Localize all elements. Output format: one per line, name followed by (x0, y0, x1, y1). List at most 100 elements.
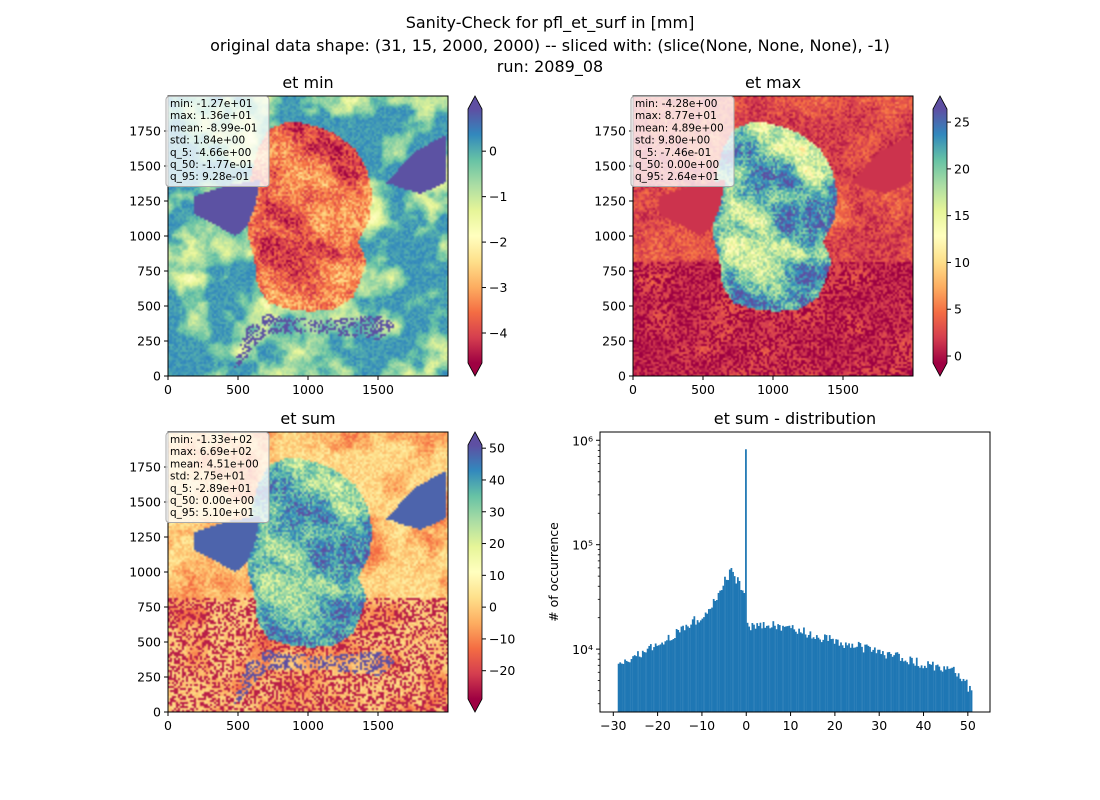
histogram-bar (778, 625, 781, 712)
histogram-bar (624, 659, 626, 712)
histogram-bar (775, 629, 778, 712)
histogram-bar (956, 676, 958, 712)
histogram-bar (798, 628, 800, 712)
colorbar-outline (467, 95, 483, 377)
histogram-bar (803, 627, 805, 712)
histogram-bar (622, 663, 625, 712)
histogram-bar (672, 639, 675, 712)
colorbar-tick-label: −20 (489, 663, 515, 678)
histogram-bar (777, 624, 780, 712)
histogram-bar (841, 645, 844, 712)
y-tick-label: 1250 (594, 194, 626, 209)
colorbar-gradient (468, 445, 482, 699)
histogram-bar (902, 661, 905, 712)
x-tick-label: 50 (960, 718, 976, 733)
histogram-bar (707, 609, 710, 712)
histogram-bar (772, 621, 775, 712)
histogram-bar (854, 647, 857, 712)
colorbar: −20 −10 0 10 20 30 40 50 (467, 431, 515, 713)
y-tick-label: 10⁵ (572, 538, 593, 553)
histogram-bar (627, 661, 630, 712)
stats-line: std: 2.75e+01 (170, 471, 245, 483)
heatmap-panel-et-min: et min 0 500 1000 1500 0 250 500 750 1000 1250 1500… (129, 73, 507, 397)
histogram-bar (880, 654, 883, 712)
x-tick-label: 500 (226, 718, 250, 733)
histogram-bar (899, 660, 902, 712)
y-tick-label: 0 (153, 705, 161, 720)
y-tick-label: 750 (137, 264, 161, 279)
histogram-bar (943, 666, 946, 712)
histogram-bar (896, 652, 899, 712)
histogram-bar (862, 652, 865, 712)
y-tick-label: 500 (602, 299, 626, 314)
histogram-bar (640, 657, 643, 712)
histogram-bar (791, 625, 794, 712)
stats-line: q_50: 0.00e+00 (170, 495, 254, 507)
histogram-bar (754, 628, 757, 712)
histogram-bar (865, 644, 868, 712)
histogram-bar (820, 642, 823, 712)
histogram-bar (688, 627, 691, 712)
histogram-bar (795, 631, 797, 712)
colorbar-gradient (933, 109, 947, 363)
panel-title: et max (745, 73, 801, 92)
histogram-bar (894, 652, 897, 712)
stats-line: mean: 4.51e+00 (170, 458, 259, 470)
histogram-bar (629, 662, 631, 712)
colorbar-tick-label: −3 (489, 280, 507, 295)
y-tick-label: 1500 (594, 159, 626, 174)
histogram-bar (875, 653, 878, 712)
histogram-bar (733, 576, 736, 712)
histogram-bar (790, 628, 792, 712)
histogram-bar (825, 635, 828, 712)
histogram-bar (761, 628, 763, 712)
histogram-bar (883, 655, 886, 712)
histogram-bar (717, 592, 720, 712)
histogram-bar (633, 655, 636, 712)
y-tick-label: 500 (137, 635, 161, 650)
histogram-bar (925, 667, 928, 712)
histogram-bar (935, 665, 937, 712)
colorbar-outline (932, 95, 948, 377)
y-tick-label: 0 (618, 369, 626, 384)
histogram-bar (890, 653, 892, 712)
y-tick-label: 1000 (129, 229, 161, 244)
histogram-bar (867, 645, 870, 712)
histogram-bar (788, 625, 791, 712)
stats-line: max: 8.77e+01 (635, 110, 717, 122)
histogram-bar (690, 624, 693, 712)
histogram-bar (659, 644, 662, 712)
histogram-bar (814, 638, 817, 712)
histogram-bar (670, 640, 673, 712)
histogram-bar (872, 649, 875, 712)
histogram-bar (767, 625, 770, 712)
colorbar-tick-label: −1 (489, 189, 507, 204)
histogram-bar (620, 663, 623, 712)
histogram-bar (617, 663, 620, 712)
histogram-bar (641, 650, 644, 712)
histogram-bar (735, 583, 738, 712)
histogram-bar (727, 580, 730, 712)
histogram-bar (906, 662, 908, 712)
histogram-bar (786, 626, 789, 712)
histogram-bar (848, 643, 850, 712)
histogram-bar (864, 644, 867, 712)
histogram-bar (678, 632, 681, 712)
histogram-bar (824, 634, 826, 712)
histogram-bar (836, 639, 839, 712)
histogram-bar (645, 652, 647, 712)
histogram-bar (830, 639, 833, 712)
histogram-bar (764, 627, 767, 712)
histogram-bar (809, 631, 812, 712)
x-tick-label: 1000 (292, 382, 324, 397)
histogram-bar (904, 660, 907, 712)
colorbar-extend-max (468, 432, 482, 445)
histogram-bar (838, 645, 841, 712)
histogram-bar (919, 667, 921, 712)
stats-line: q_50: -1.77e-01 (170, 159, 253, 171)
histogram-bar (907, 664, 910, 712)
histogram-bar (643, 652, 646, 712)
